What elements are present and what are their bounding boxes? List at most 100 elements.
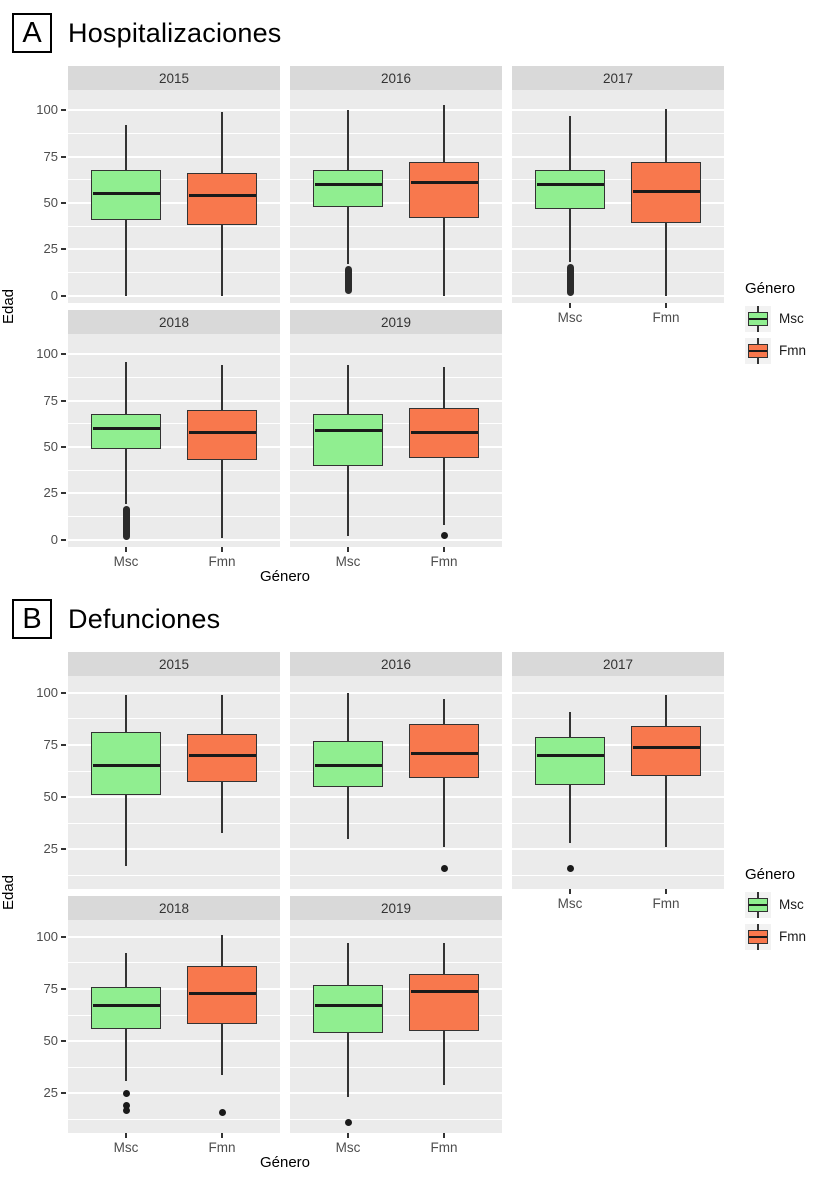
median-line xyxy=(410,430,478,434)
x-tick-mark xyxy=(443,1133,445,1138)
y-tick-mark xyxy=(61,492,66,495)
legend-key xyxy=(745,338,771,364)
y-tick-label: 100 xyxy=(36,102,58,118)
outlier-point xyxy=(566,864,574,872)
gridline-major xyxy=(290,538,502,541)
x-tick-mark xyxy=(347,1133,349,1138)
gridline-minor xyxy=(290,1066,502,1068)
box-msc xyxy=(91,413,161,449)
facet-strip: 2016 xyxy=(290,652,502,676)
panel-section-b: B Defunciones 2015 2016 2017 Msc Fmn 2018 Msc F… xyxy=(0,596,824,1182)
box-msc xyxy=(91,986,161,1029)
panel-a-figure: 2015 2016 2017 Msc Fmn 2018 Msc Fmn 2019 Msc Fmn 10… xyxy=(0,66,824,596)
outlier-point xyxy=(218,1108,226,1116)
facet-strip: 2018 xyxy=(68,896,280,920)
legend-title: Género xyxy=(745,866,796,883)
y-tick-mark xyxy=(61,294,66,297)
facet-panel xyxy=(290,334,502,547)
gridline-major xyxy=(68,743,280,746)
box-fmn xyxy=(187,734,257,783)
gridline-major xyxy=(290,353,502,356)
gridline-minor xyxy=(290,179,502,181)
y-tick-mark xyxy=(61,445,66,448)
x-tick-label: Msc xyxy=(335,1140,361,1155)
legend-item-label: Fmn xyxy=(779,343,806,358)
gridline-major xyxy=(68,1092,280,1095)
facet-strip: 2016 xyxy=(290,66,502,90)
y-tick-label: 75 xyxy=(43,736,58,752)
gridline-major xyxy=(68,399,280,402)
y-tick-mark xyxy=(61,796,66,799)
median-line xyxy=(632,745,700,749)
gridline-major xyxy=(68,109,280,112)
gridline-major xyxy=(290,155,502,158)
outlier-point xyxy=(440,864,448,872)
gridline-major xyxy=(512,294,724,297)
median-line xyxy=(410,181,478,185)
median-line xyxy=(92,426,160,430)
facet-panel xyxy=(68,90,280,303)
gridline-major xyxy=(68,538,280,541)
gridline-minor xyxy=(512,133,724,135)
x-axis-title: Género xyxy=(259,568,311,585)
box-msc xyxy=(313,984,383,1033)
outlier-point xyxy=(122,1089,130,1097)
gridline-minor xyxy=(512,874,724,876)
gridline-minor xyxy=(68,225,280,227)
x-tick-mark xyxy=(569,303,571,308)
y-tick-label: 100 xyxy=(36,928,58,944)
gridline-major xyxy=(68,353,280,356)
gridline-minor xyxy=(290,1118,502,1120)
gridline-minor xyxy=(290,469,502,471)
panel-a-header: A Hospitalizaciones xyxy=(12,12,824,54)
gridline-major xyxy=(68,691,280,694)
y-tick-mark xyxy=(61,399,66,402)
facet-strip: 2017 xyxy=(512,66,724,90)
gridline-major xyxy=(512,248,724,251)
gridline-major xyxy=(290,201,502,204)
gridline-major xyxy=(290,1092,502,1095)
x-tick-label: Msc xyxy=(113,554,139,569)
facet-strip: 2015 xyxy=(68,652,280,676)
gridline-major xyxy=(68,935,280,938)
gridline-minor xyxy=(68,1118,280,1120)
box-fmn xyxy=(631,726,701,777)
y-tick-label: 100 xyxy=(36,346,58,362)
x-tick-label: Fmn xyxy=(652,310,680,325)
gridline-minor xyxy=(290,377,502,379)
x-tick-label: Msc xyxy=(113,1140,139,1155)
gridline-major xyxy=(290,399,502,402)
gridline-minor xyxy=(512,822,724,824)
gridline-major xyxy=(290,848,502,851)
gridline-major xyxy=(68,492,280,495)
gridline-major xyxy=(290,109,502,112)
legend-key-box xyxy=(748,312,768,326)
y-tick-label: 25 xyxy=(43,241,58,257)
gridline-major xyxy=(290,1040,502,1043)
gridline-minor xyxy=(290,133,502,135)
panel-b-figure: 2015 2016 2017 Msc Fmn 2018 Msc Fmn 2019 Msc Fmn 10… xyxy=(0,652,824,1182)
x-tick-mark xyxy=(221,1133,223,1138)
x-tick-label: Fmn xyxy=(208,1140,236,1155)
facet-strip: 2015 xyxy=(68,66,280,90)
facet-panel xyxy=(290,920,502,1133)
gridline-major xyxy=(290,445,502,448)
x-tick-label: Fmn xyxy=(208,554,236,569)
y-tick-label: 0 xyxy=(50,531,58,547)
x-tick-label: Msc xyxy=(557,310,583,325)
x-tick-mark xyxy=(221,547,223,552)
outlier-point xyxy=(440,532,448,540)
panel-a-title: Hospitalizaciones xyxy=(68,17,282,48)
gridline-minor xyxy=(68,822,280,824)
median-line xyxy=(92,764,160,768)
box-msc xyxy=(535,169,605,209)
gridline-major xyxy=(512,201,724,204)
box-fmn xyxy=(409,974,479,1031)
y-tick-mark xyxy=(61,201,66,204)
legend-key-median xyxy=(749,935,767,938)
panel-a-tag: A xyxy=(12,13,52,53)
facet-strip: 2019 xyxy=(290,896,502,920)
x-tick-mark xyxy=(125,1133,127,1138)
y-tick-label: 25 xyxy=(43,841,58,857)
gridline-major xyxy=(68,987,280,990)
